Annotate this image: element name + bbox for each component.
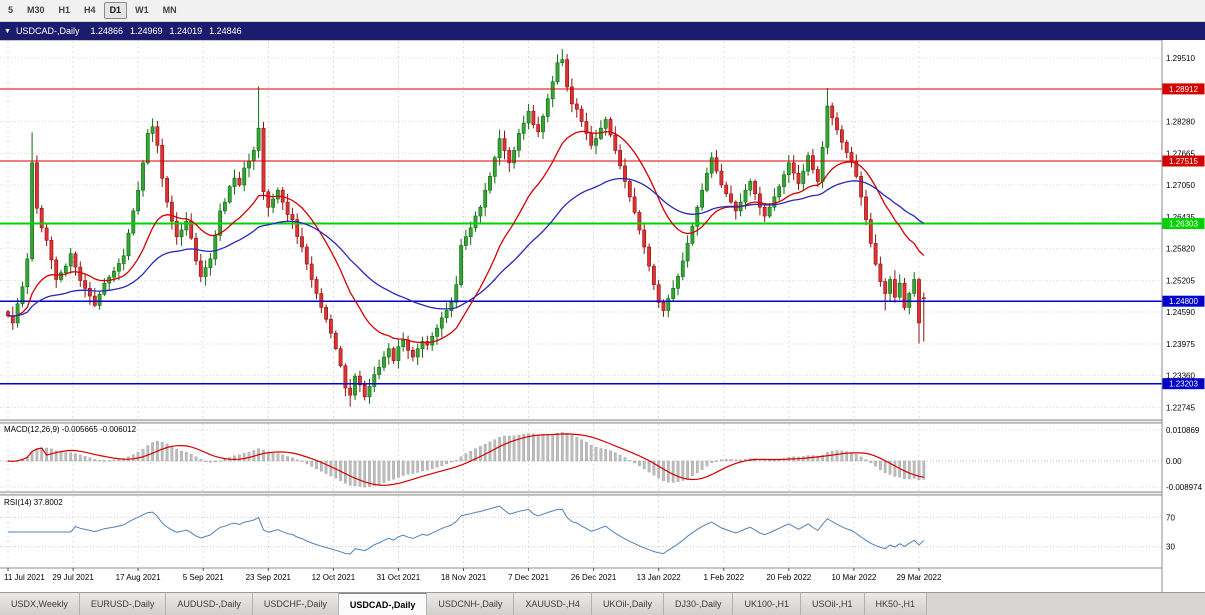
- svg-text:23 Sep 2021: 23 Sep 2021: [246, 573, 292, 582]
- svg-text:5 Sep 2021: 5 Sep 2021: [183, 573, 224, 582]
- svg-text:1.25205: 1.25205: [1166, 276, 1195, 285]
- svg-text:1.29510: 1.29510: [1166, 54, 1195, 63]
- price-badge-1.23203: [1162, 378, 1205, 390]
- svg-text:70: 70: [1166, 513, 1175, 522]
- price-badge-1.27515: [1162, 155, 1205, 167]
- svg-text:1.22745: 1.22745: [1166, 403, 1195, 412]
- svg-text:-0.008974: -0.008974: [1166, 483, 1203, 492]
- chart-menu-caret-icon[interactable]: ▼: [4, 27, 11, 35]
- quote-low: 1.24019: [169, 26, 203, 36]
- timeframe-toolbar: 5 M30 H1 H4 D1 W1 MN: [0, 0, 1205, 22]
- svg-text:1.23975: 1.23975: [1166, 340, 1195, 349]
- svg-text:18 Nov 2021: 18 Nov 2021: [441, 573, 487, 582]
- svg-text:1.24800: 1.24800: [1169, 297, 1198, 306]
- panel-splitter[interactable]: [0, 40, 1205, 569]
- price-badge-1.26303: [1162, 218, 1205, 230]
- tab-XAUUSD-,H4[interactable]: XAUUSD-,H4: [514, 593, 592, 615]
- chart-tabs-bar: USDX,Weekly EURUSD-,Daily AUDUSD-,Daily USD…: [0, 592, 1205, 615]
- svg-text:1.28280: 1.28280: [1166, 118, 1195, 127]
- tab-USDX,Weekly[interactable]: USDX,Weekly: [0, 593, 80, 615]
- tab-USOil-,H1[interactable]: USOil-,H1: [801, 593, 865, 615]
- tab-USDCHF-,Daily[interactable]: USDCHF-,Daily: [252, 593, 339, 615]
- timeframe-button-MN[interactable]: MN: [162, 5, 177, 15]
- svg-text:1.24590: 1.24590: [1166, 308, 1195, 317]
- svg-text:1.28912: 1.28912: [1169, 85, 1198, 94]
- svg-text:26 Dec 2021: 26 Dec 2021: [571, 573, 617, 582]
- timeframe-button-M30[interactable]: M30: [27, 5, 45, 15]
- tab-UK100-,H1[interactable]: UK100-,H1: [733, 593, 801, 615]
- tab-DJ30-,Daily[interactable]: DJ30-,Daily: [663, 593, 734, 615]
- macd-label: MACD(12,26,9) -0.005665 -0.006012: [4, 425, 137, 434]
- timeframe-button-W1[interactable]: W1: [135, 5, 149, 15]
- rsi-panel: RSI(14) 37.8002: [0, 498, 1162, 555]
- svg-text:13 Jan 2022: 13 Jan 2022: [637, 573, 682, 582]
- tab-UKOil-,Daily[interactable]: UKOil-,Daily: [591, 593, 664, 615]
- svg-text:1 Feb 2022: 1 Feb 2022: [704, 573, 745, 582]
- quote-close: 1.24846: [209, 26, 242, 36]
- price-axis[interactable]: 1.29510 1.28280 1.27665 1.27050 1.26435 1.258…: [1161, 40, 1205, 592]
- timeframe-button-H1[interactable]: H1: [58, 5, 71, 15]
- ma-slow-line[interactable]: [7, 177, 925, 317]
- svg-text:1.27050: 1.27050: [1166, 181, 1195, 190]
- price-badge-1.24800: [1162, 295, 1205, 307]
- tab-USDCAD-,Daily[interactable]: USDCAD-,Daily: [338, 593, 428, 615]
- horizontal-level-lines[interactable]: [0, 88, 1162, 385]
- svg-text:1.27665: 1.27665: [1166, 149, 1195, 158]
- tab-EURUSD-,Daily[interactable]: EURUSD-,Daily: [79, 593, 167, 615]
- quote-open: 1.24866: [90, 26, 123, 36]
- time-axis[interactable]: 11 Jul 2021 29 Jul 2021 17 Aug 2021 5 Sep 2…: [4, 568, 942, 582]
- svg-text:0.010869: 0.010869: [1166, 426, 1200, 435]
- rsi-line: [8, 505, 925, 555]
- svg-text:10 Mar 2022: 10 Mar 2022: [831, 573, 876, 582]
- timeframe-button-5[interactable]: 5: [8, 5, 14, 15]
- timeframe-button-H4[interactable]: H4: [84, 5, 96, 15]
- svg-text:1.27515: 1.27515: [1169, 157, 1198, 166]
- timeframe-button-D1[interactable]: D1: [103, 2, 128, 19]
- macd-panel: MACD(12,26,9) -0.005665 -0.006012: [0, 425, 1162, 488]
- rsi-label: RSI(14) 37.8002: [4, 498, 63, 507]
- price-badge-1.28912: [1162, 83, 1205, 95]
- macd-signal-line: [7, 433, 924, 486]
- tab-HK50-,H1[interactable]: HK50-,H1: [864, 593, 928, 615]
- svg-text:1.25820: 1.25820: [1166, 245, 1195, 254]
- svg-text:20 Feb 2022: 20 Feb 2022: [766, 573, 811, 582]
- chart-area[interactable]: MACD(12,26,9) -0.005665 -0.006012 RSI(14)…: [0, 40, 1205, 592]
- svg-text:1.26435: 1.26435: [1166, 213, 1195, 222]
- svg-text:7 Dec 2021: 7 Dec 2021: [508, 573, 549, 582]
- svg-text:29 Jul 2021: 29 Jul 2021: [52, 573, 94, 582]
- svg-text:29 Mar 2022: 29 Mar 2022: [897, 573, 942, 582]
- tab-AUDUSD-,Daily[interactable]: AUDUSD-,Daily: [166, 593, 253, 615]
- svg-text:0.00: 0.00: [1166, 457, 1182, 466]
- svg-text:31 Oct 2021: 31 Oct 2021: [377, 573, 421, 582]
- tab-USDCNH-,Daily[interactable]: USDCNH-,Daily: [427, 593, 515, 615]
- quote-high: 1.24969: [130, 26, 163, 36]
- ma-fast-line[interactable]: [7, 130, 925, 344]
- chart-svg[interactable]: MACD(12,26,9) -0.005665 -0.006012 RSI(14)…: [0, 40, 1205, 592]
- svg-text:17 Aug 2021: 17 Aug 2021: [116, 573, 161, 582]
- svg-text:11 Jul 2021: 11 Jul 2021: [4, 573, 45, 582]
- chart-symbol-label: USDCAD-,Daily: [15, 26, 80, 36]
- svg-text:1.23203: 1.23203: [1169, 380, 1198, 389]
- svg-text:12 Oct 2021: 12 Oct 2021: [312, 573, 356, 582]
- svg-text:1.26303: 1.26303: [1169, 220, 1198, 229]
- chart-title-bar: ▼ USDCAD-,Daily 1.24866 1.24969 1.24019 …: [0, 22, 1205, 40]
- svg-text:1.23360: 1.23360: [1166, 372, 1195, 381]
- svg-text:30: 30: [1166, 543, 1175, 552]
